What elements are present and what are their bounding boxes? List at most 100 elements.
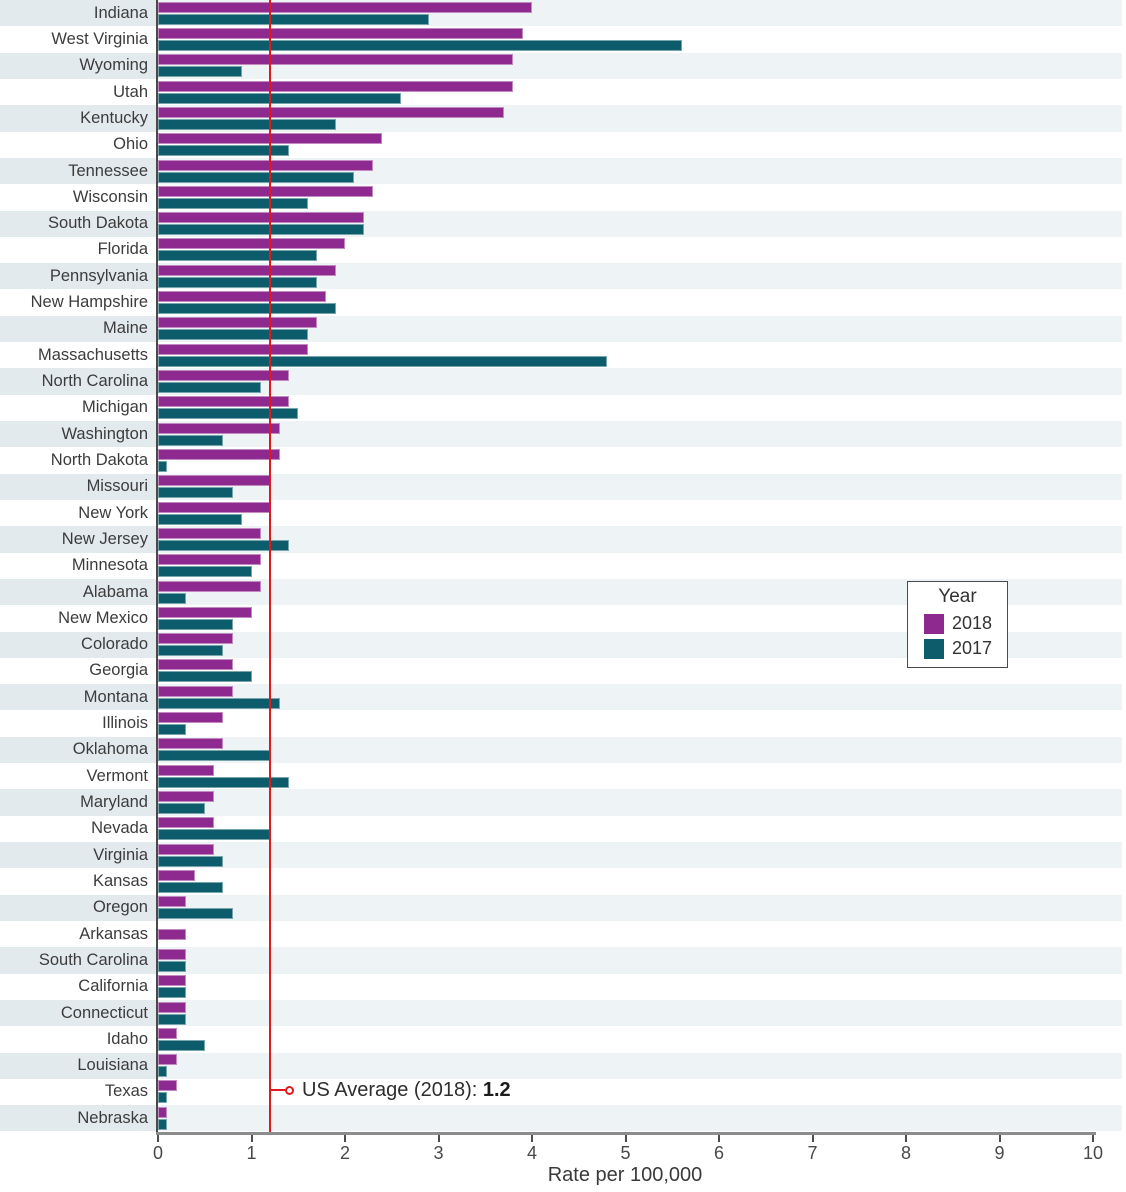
state-bars <box>158 395 1122 421</box>
state-label: Nevada <box>91 819 148 838</box>
bar-2017 <box>158 750 271 762</box>
bar-2017 <box>158 881 224 893</box>
bar-2017 <box>158 1066 168 1078</box>
state-label: Oklahoma <box>0 736 158 764</box>
bar-2018 <box>158 791 215 803</box>
x-tick <box>624 1135 627 1142</box>
state-label: South Carolina <box>0 947 158 974</box>
bar-2018 <box>158 817 215 829</box>
state-row: Tennessee <box>0 157 1126 185</box>
plot-rows: Indiana West Virginia Wyoming Utah <box>0 0 1126 1132</box>
state-bars <box>158 1079 1122 1105</box>
state-row: Utah <box>0 79 1126 105</box>
bar-2018 <box>158 712 224 724</box>
bar-2017 <box>158 13 430 25</box>
legend-entry-2018: 2018 <box>924 613 1007 634</box>
state-row: New Mexico <box>0 605 1126 631</box>
us-average-line <box>269 0 271 1132</box>
x-tick <box>157 1135 159 1142</box>
bar-2018 <box>158 928 187 940</box>
state-bars <box>158 132 1122 158</box>
bar-2018 <box>158 1054 177 1066</box>
legend-title: Year <box>938 586 977 607</box>
state-row: Arkansas <box>0 921 1126 947</box>
state-bars <box>158 368 1122 395</box>
state-label: Utah <box>113 82 148 101</box>
state-bars <box>158 263 1122 290</box>
state-row: Indiana <box>0 0 1126 27</box>
state-row: Washington <box>0 421 1126 448</box>
legend-label-2018: 2018 <box>952 613 993 633</box>
state-label: South Dakota <box>0 210 158 237</box>
state-bars <box>158 52 1122 79</box>
state-row: New Hampshire <box>0 289 1126 315</box>
legend-swatch-2017-icon <box>924 638 944 659</box>
state-row: Michigan <box>0 395 1126 421</box>
bar-2017 <box>158 592 187 604</box>
state-bars <box>158 868 1122 894</box>
state-row: Nebraska <box>0 1105 1126 1132</box>
state-label: Virginia <box>0 842 158 869</box>
state-bars <box>158 237 1122 263</box>
bar-2018 <box>158 606 252 618</box>
state-label: Connecticut <box>0 999 158 1027</box>
bar-2017 <box>158 697 280 709</box>
state-bars <box>158 1026 1122 1052</box>
annotation-text: US Average (2018): 1.2 <box>302 1079 511 1102</box>
bar-2017 <box>158 1039 205 1051</box>
bar-2017 <box>158 460 168 472</box>
state-bars <box>158 1105 1122 1132</box>
bar-2018 <box>158 975 187 987</box>
state-bars <box>158 658 1122 684</box>
state-row: Wisconsin <box>0 184 1126 210</box>
state-label: Maine <box>0 315 158 343</box>
x-axis-line <box>156 1132 1096 1135</box>
x-tick <box>531 1135 533 1142</box>
bar-2017 <box>158 987 187 999</box>
open-circle-marker-icon <box>285 1085 294 1095</box>
bar-2018 <box>158 159 374 171</box>
state-bars <box>158 816 1122 842</box>
x-tick-label: 6 <box>713 1143 725 1163</box>
state-row: North Carolina <box>0 368 1126 395</box>
bar-2017 <box>158 434 224 446</box>
state-bars <box>158 79 1122 105</box>
state-row: Illinois <box>0 710 1126 736</box>
bar-2017 <box>158 276 317 288</box>
state-label: New Mexico <box>58 608 148 627</box>
legend-entry-2017: 2017 <box>924 638 1007 659</box>
state-row: Texas <box>0 1079 1126 1105</box>
bar-2017 <box>158 39 682 51</box>
bar-2018 <box>158 869 196 881</box>
annotation-label: US Average (2018): <box>302 1078 483 1101</box>
state-row: Ohio <box>0 132 1126 158</box>
bar-2018 <box>158 370 289 382</box>
bar-2018 <box>158 843 215 855</box>
state-row: Connecticut <box>0 999 1126 1027</box>
bar-2017 <box>158 487 233 499</box>
state-bars <box>158 447 1122 473</box>
state-row: Virginia <box>0 842 1126 869</box>
state-row: Kentucky <box>0 105 1126 132</box>
bar-2018 <box>158 554 261 566</box>
bar-2018 <box>158 54 514 66</box>
state-label: California <box>78 977 148 996</box>
bar-2017 <box>158 145 289 157</box>
bar-2017 <box>158 1118 168 1130</box>
bar-2018 <box>158 212 364 224</box>
x-tick-label: 0 <box>152 1143 164 1163</box>
y-axis-spine <box>156 0 158 1134</box>
state-label: Oregon <box>0 894 158 921</box>
bar-2018 <box>158 685 233 697</box>
state-label: Missouri <box>0 473 158 500</box>
state-row: North Dakota <box>0 447 1126 473</box>
state-row: Minnesota <box>0 553 1126 579</box>
state-row: West Virginia <box>0 26 1126 52</box>
state-bars <box>158 473 1122 500</box>
bar-2017 <box>158 855 224 867</box>
bar-2018 <box>158 291 327 303</box>
state-label: Georgia <box>89 661 148 680</box>
state-row: Georgia <box>0 658 1126 684</box>
state-bars <box>158 184 1122 210</box>
state-row: South Dakota <box>0 210 1126 237</box>
